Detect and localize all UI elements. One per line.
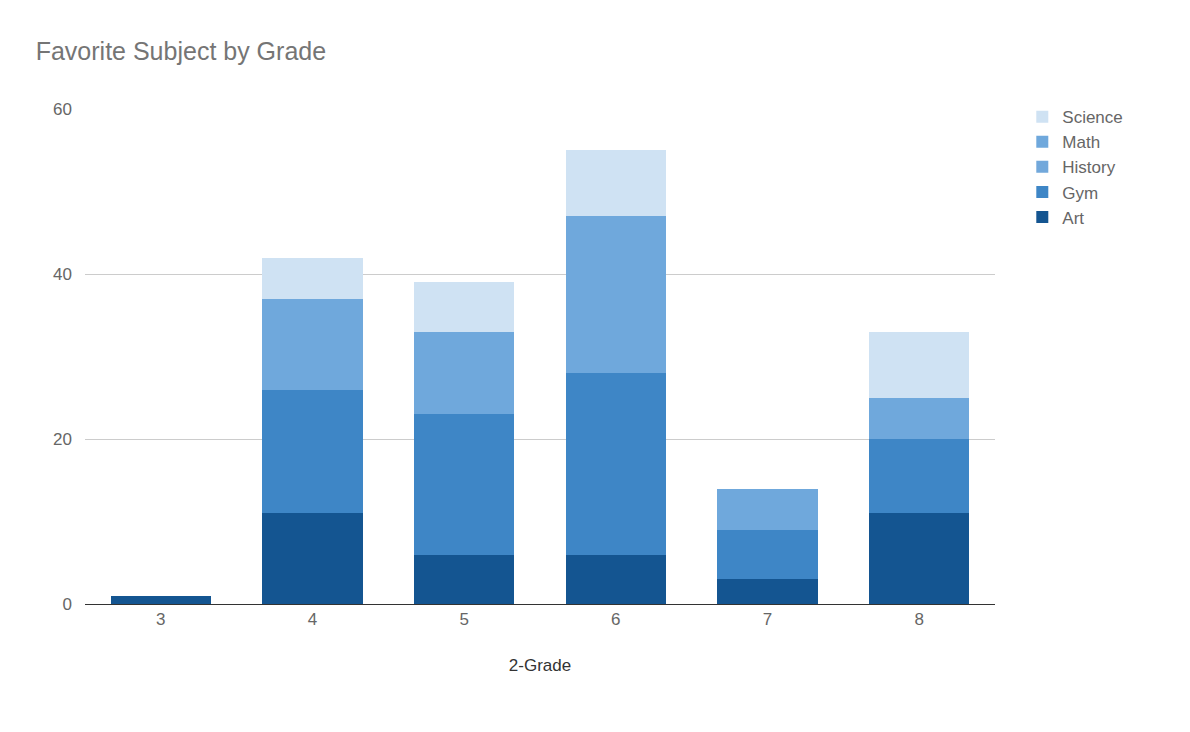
svg-text:8: 8 <box>914 610 923 629</box>
svg-text:Favorite Subject by Grade: Favorite Subject by Grade <box>36 37 326 65</box>
svg-text:Art: Art <box>1062 209 1084 228</box>
svg-text:Gym: Gym <box>1062 184 1098 203</box>
svg-text:2-Grade: 2-Grade <box>509 656 571 675</box>
svg-text:40: 40 <box>53 265 72 284</box>
svg-text:Math: Math <box>1062 133 1100 152</box>
svg-text:Science: Science <box>1062 108 1122 127</box>
svg-text:3: 3 <box>156 610 165 629</box>
svg-text:History: History <box>1062 158 1115 177</box>
svg-text:60: 60 <box>53 100 72 119</box>
svg-text:5: 5 <box>459 610 468 629</box>
svg-text:20: 20 <box>53 430 72 449</box>
svg-text:0: 0 <box>63 595 72 614</box>
svg-text:4: 4 <box>308 610 317 629</box>
svg-text:7: 7 <box>763 610 772 629</box>
svg-text:6: 6 <box>611 610 620 629</box>
